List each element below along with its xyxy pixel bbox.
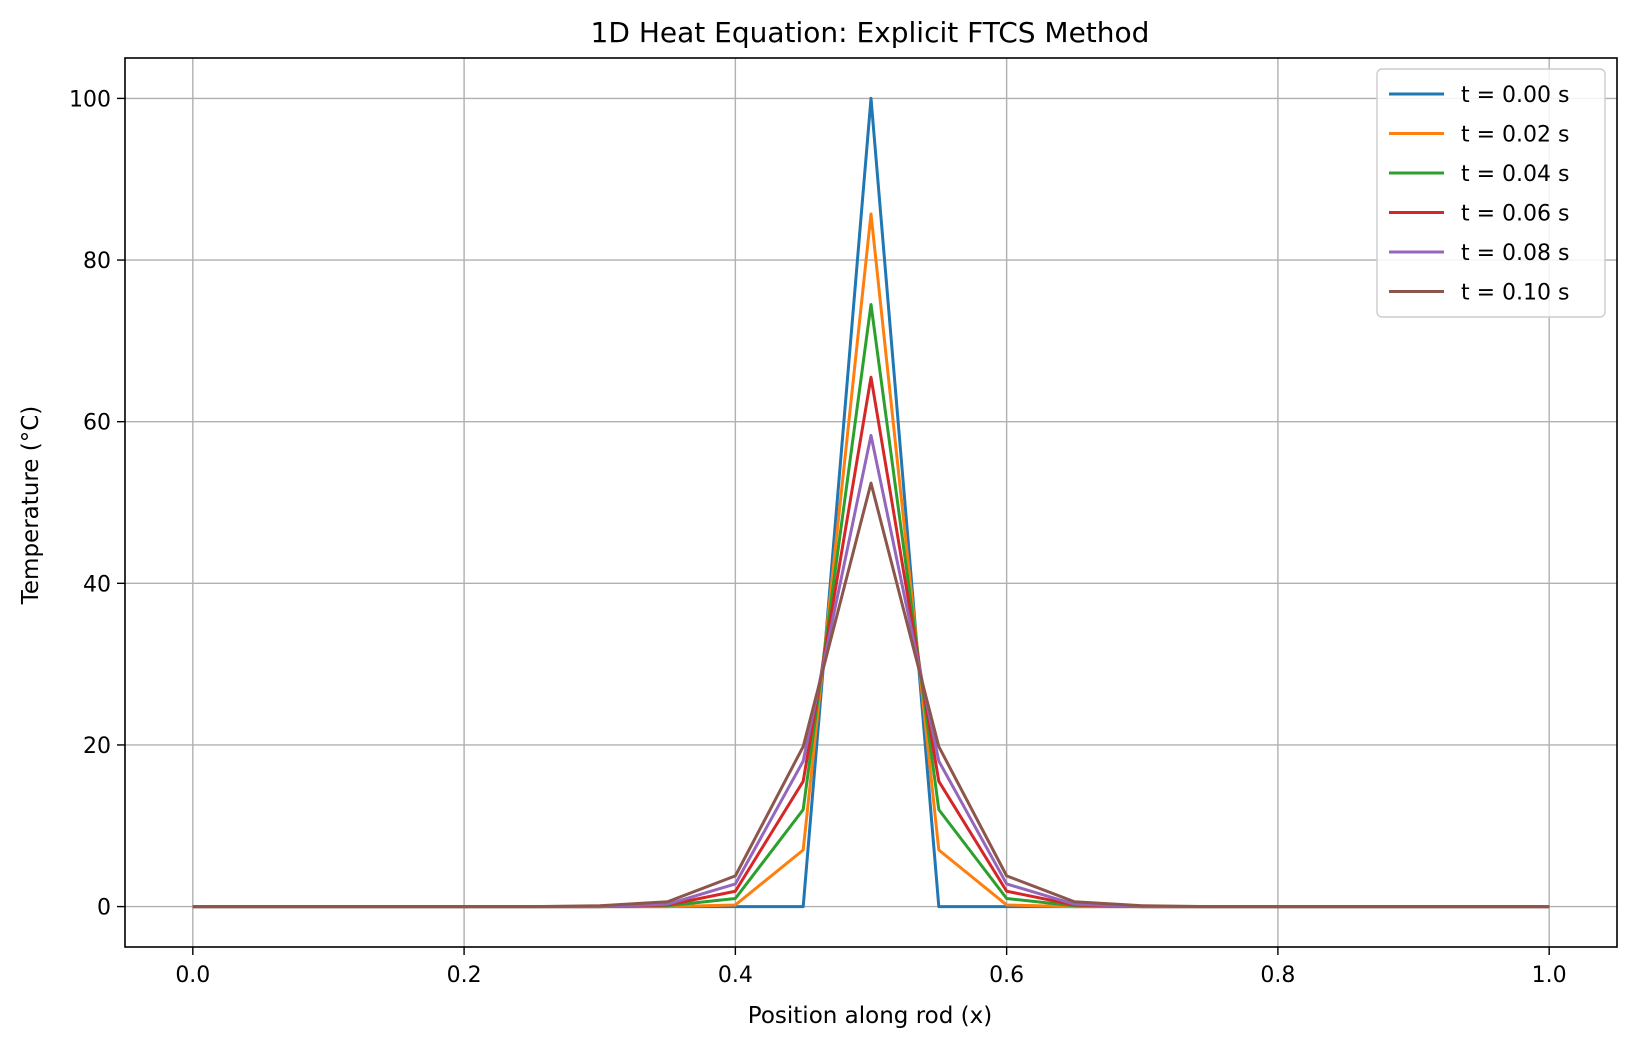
legend-label: t = 0.06 s [1461, 202, 1570, 227]
plot-area-frame [124, 57, 1618, 948]
legend-label: t = 0.02 s [1461, 123, 1570, 148]
series-line [192, 481, 1550, 909]
x-tick-label: 0.6 [989, 963, 1024, 988]
x-axis-label: Position along rod (x) [748, 1003, 992, 1029]
legend: t = 0.00 s t = 0.02 s t = 0.04 s t = 0.06 s… [1376, 68, 1606, 318]
y-tick-label: 80 [83, 249, 111, 274]
x-tick-label: 0.4 [718, 963, 753, 988]
axis-ticks: 0.0 0.2 0.4 0.6 0.8 1.0 0 20 40 60 80 100 [69, 87, 1567, 988]
x-tick-label: 0.2 [447, 963, 482, 988]
chart-title: 1D Heat Equation: Explicit FTCS Method [591, 16, 1150, 49]
series-lines [192, 96, 1550, 909]
y-tick-label: 100 [69, 87, 111, 112]
x-tick-label: 0.8 [1260, 963, 1295, 988]
legend-label: t = 0.00 s [1461, 83, 1570, 108]
legend-box [1376, 68, 1606, 318]
y-tick-label: 0 [97, 896, 111, 921]
y-tick-label: 20 [83, 734, 111, 759]
legend-label: t = 0.08 s [1461, 241, 1570, 266]
y-tick-label: 60 [83, 411, 111, 436]
legend-label: t = 0.10 s [1461, 281, 1570, 306]
legend-label: t = 0.04 s [1461, 162, 1570, 187]
x-tick-label: 1.0 [1532, 963, 1567, 988]
y-axis-label: Temperature (°C) [18, 406, 44, 606]
y-tick-label: 40 [83, 572, 111, 597]
x-tick-label: 0.0 [175, 963, 210, 988]
